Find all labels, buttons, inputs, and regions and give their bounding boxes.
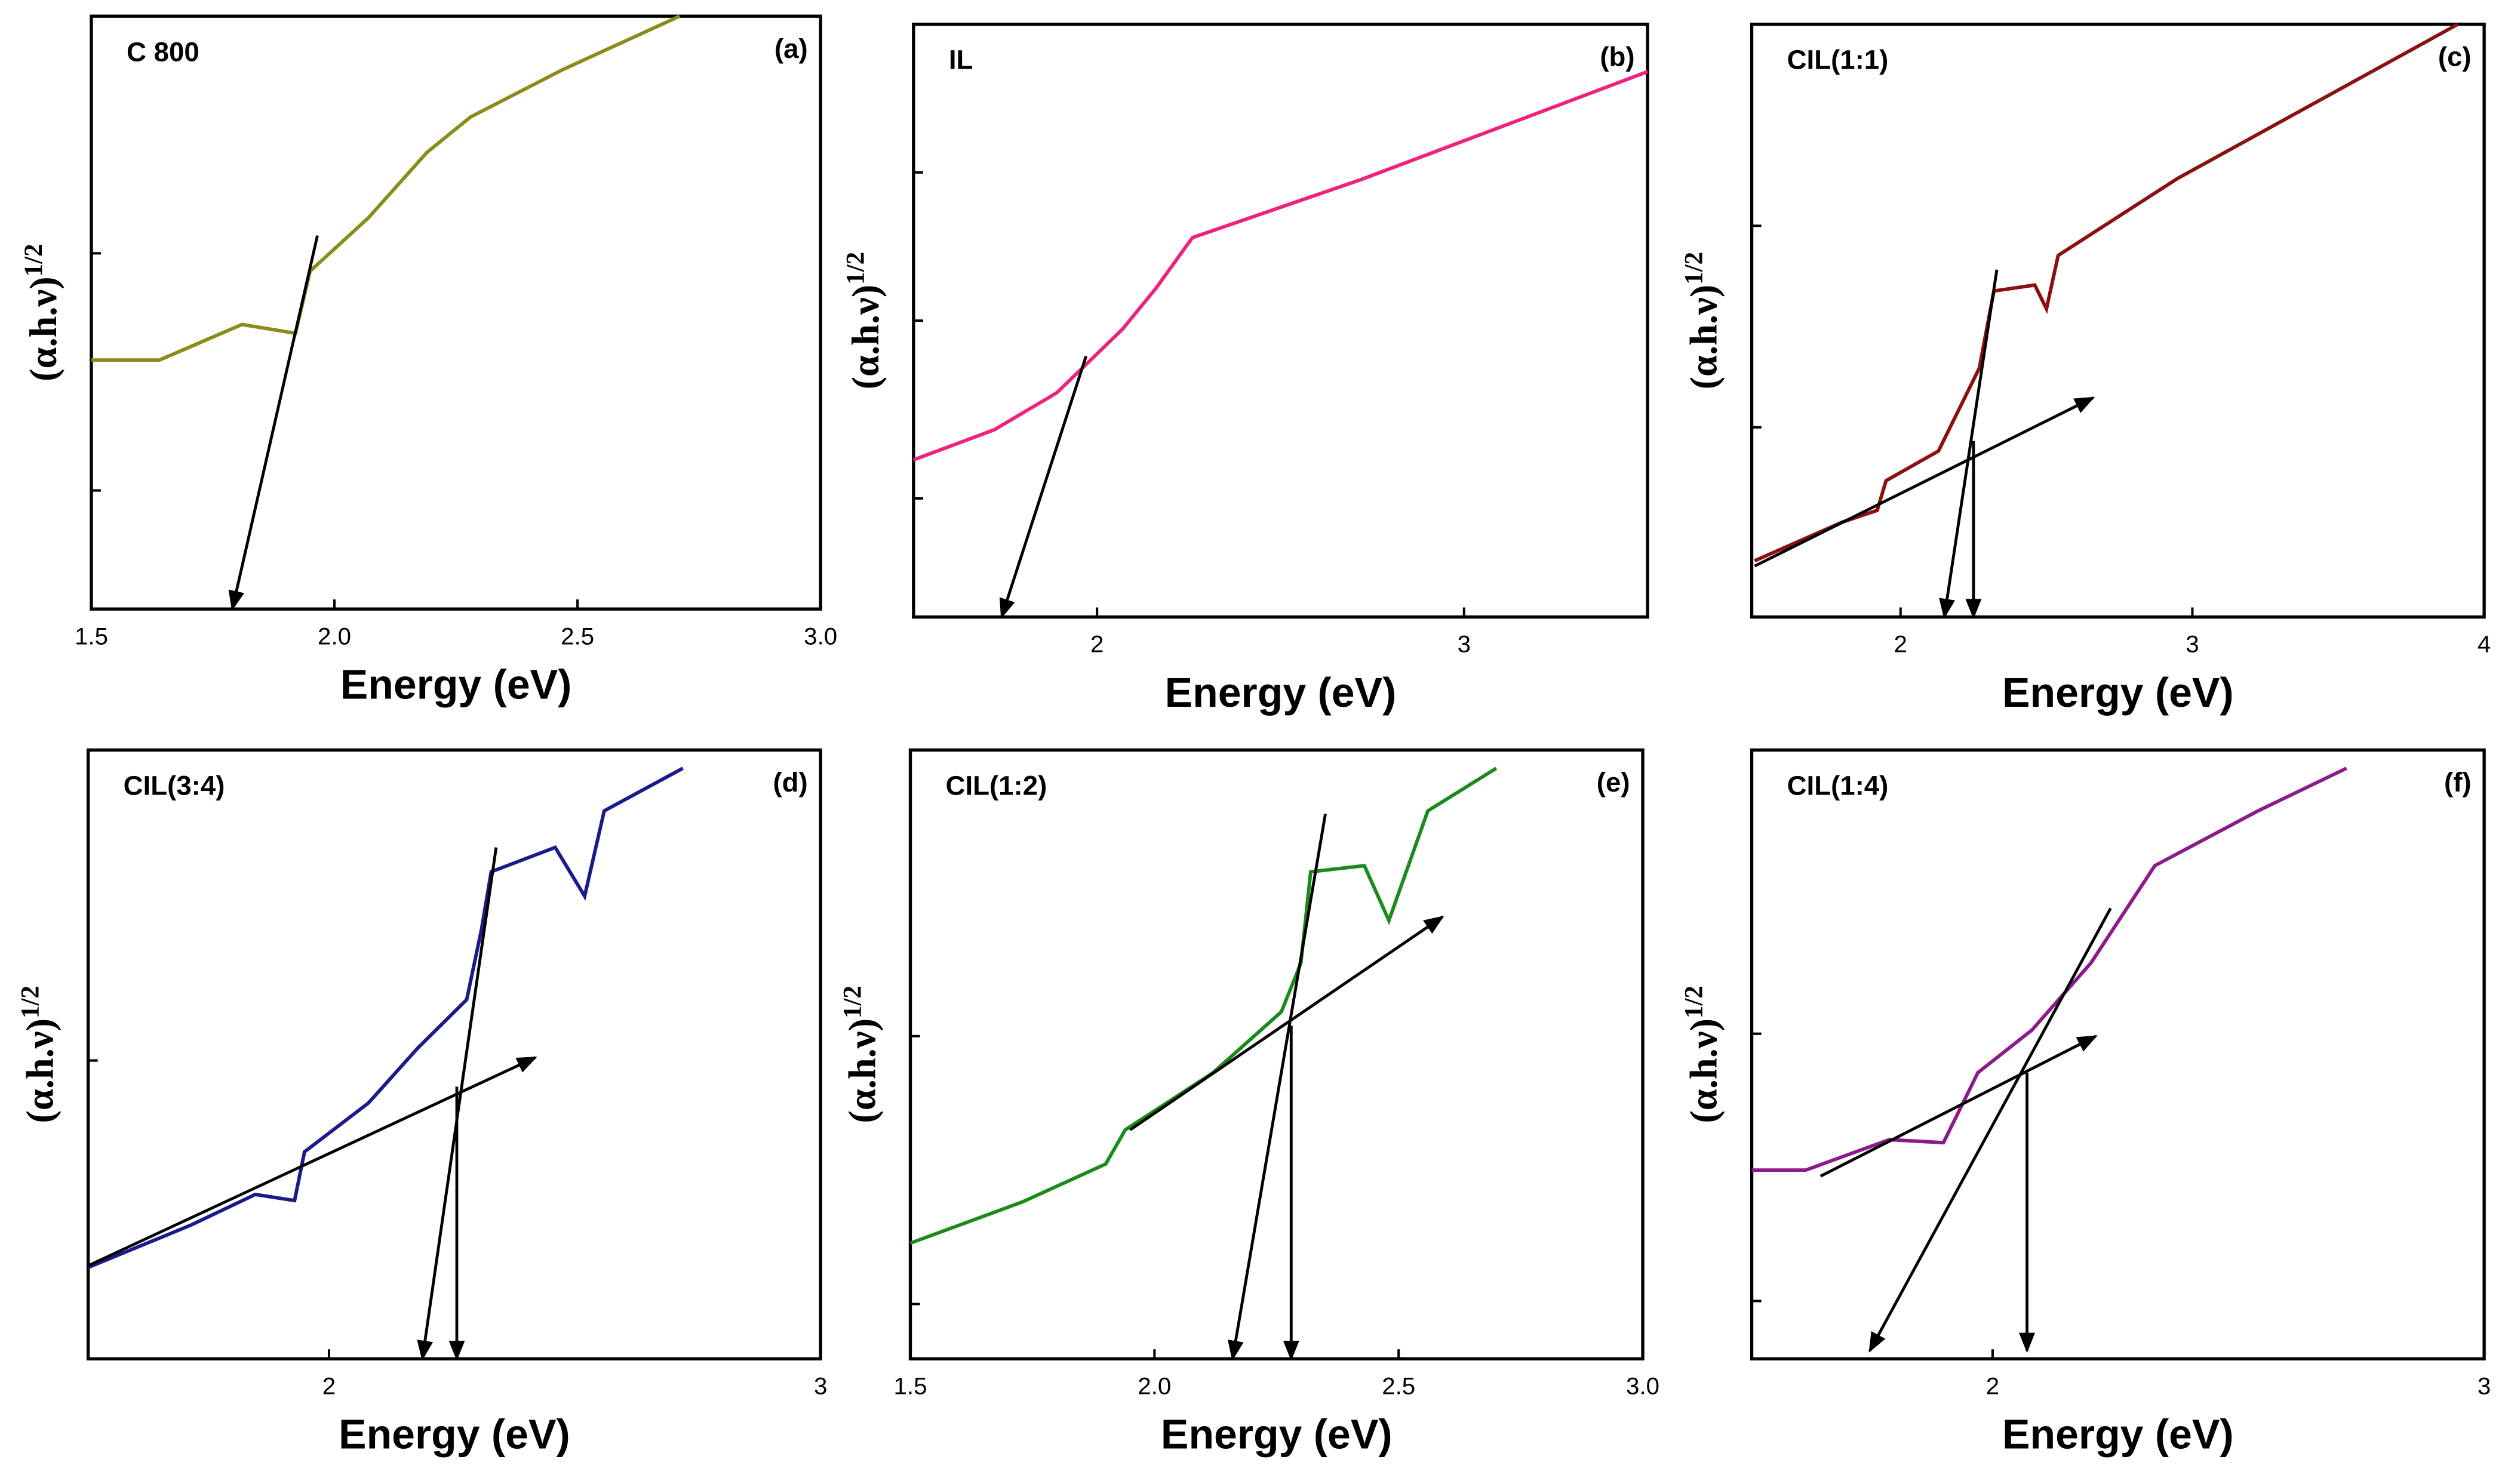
x-axis-label: Energy (eV) — [340, 661, 572, 708]
tangent-arrow — [228, 235, 319, 611]
x-tick-label: 1.5 — [894, 1372, 927, 1399]
y-axis-label: (α.h.ν)1/2 — [1680, 252, 1725, 390]
curve — [1754, 23, 2459, 563]
y-axis-label-sup: 1/2 — [16, 986, 44, 1018]
x-tick-label: 2.5 — [1382, 1372, 1415, 1399]
plot-frame — [1750, 748, 2486, 1361]
panel-label: (c) — [2438, 41, 2472, 72]
tangent-arrow — [417, 847, 498, 1361]
y-axis-label: (α.h.ν)1/2 — [20, 244, 64, 381]
y-axis-label-base: (α.h.ν) — [844, 285, 887, 390]
x-tick-label: 2 — [1986, 1372, 1999, 1399]
plot-frame — [86, 748, 822, 1361]
panel-label: (b) — [1600, 41, 1634, 72]
tangent-arrow — [1129, 915, 1444, 1131]
y-axis-label-sup: 1/2 — [842, 252, 870, 285]
x-tick-label: 2 — [1090, 631, 1104, 658]
panel-label: (f) — [2444, 767, 2472, 798]
curve — [912, 70, 1649, 462]
tangent-arrow — [1227, 814, 1327, 1361]
y-axis-label-base: (α.h.ν) — [1683, 1018, 1725, 1123]
x-tick-label: 3.0 — [804, 623, 837, 649]
tangent-arrow — [1868, 907, 2112, 1353]
x-tick-label: 2 — [1894, 631, 1907, 658]
sample-label: CIL(3:4) — [124, 771, 225, 801]
tangent-arrow — [1819, 1035, 2098, 1178]
sample-label: CIL(1:1) — [1787, 45, 1889, 75]
x-axis-label: Energy (eV) — [339, 1411, 570, 1458]
curve — [91, 14, 681, 362]
x-tick-label: 3 — [814, 1372, 827, 1399]
curve — [909, 766, 1498, 1245]
tangent-arrow — [999, 355, 1088, 619]
x-tick-label: 2 — [322, 1372, 336, 1399]
panel-label: (d) — [773, 767, 807, 798]
x-tick-label: 3 — [1458, 631, 1471, 658]
tangent-arrow — [1939, 269, 1999, 619]
sample-label: CIL(1:2) — [946, 771, 1047, 801]
y-axis-label-base: (α.h.ν) — [22, 276, 64, 381]
y-axis-label-base: (α.h.ν) — [19, 1018, 62, 1123]
y-axis-label-sup: 1/2 — [838, 986, 866, 1018]
x-axis-label: Energy (eV) — [1165, 669, 1397, 716]
y-axis-label-base: (α.h.ν) — [1683, 285, 1725, 390]
x-tick-label: 1.5 — [75, 623, 108, 649]
sample-label: CIL(1:4) — [1787, 771, 1889, 801]
panel-label: (a) — [774, 33, 808, 64]
y-axis-label: (α.h.ν)1/2 — [1680, 986, 1725, 1123]
curve — [1751, 766, 2347, 1172]
tangent-arrow — [1754, 396, 2095, 568]
y-axis-label-sup: 1/2 — [1680, 986, 1708, 1018]
x-tick-label: 2.0 — [318, 623, 351, 649]
y-axis-label-base: (α.h.ν) — [841, 1018, 883, 1123]
curve — [87, 766, 684, 1270]
x-tick-label: 3 — [2186, 631, 2199, 658]
x-tick-label: 2.0 — [1138, 1372, 1171, 1399]
y-axis-label-sup: 1/2 — [20, 244, 48, 276]
x-tick-label: 4 — [2478, 631, 2491, 658]
sample-label: C 800 — [127, 36, 199, 67]
tangent-arrow — [87, 1056, 537, 1267]
x-tick-label: 2.5 — [561, 623, 594, 649]
y-axis-label: (α.h.ν)1/2 — [842, 252, 887, 390]
y-axis-label: (α.h.ν)1/2 — [838, 986, 883, 1123]
panel-label: (e) — [1597, 767, 1630, 798]
y-axis-label: (α.h.ν)1/2 — [16, 986, 61, 1123]
y-axis-label-sup: 1/2 — [1680, 252, 1708, 285]
x-axis-label: Energy (eV) — [1161, 1411, 1393, 1458]
x-axis-label: Energy (eV) — [2002, 669, 2234, 716]
plot-frame — [908, 748, 1645, 1361]
plot-frame — [1750, 22, 2486, 619]
plot-frame — [90, 14, 822, 611]
x-axis-label: Energy (eV) — [2002, 1411, 2234, 1458]
x-tick-label: 3 — [2478, 1372, 2491, 1399]
sample-label: IL — [949, 45, 973, 75]
x-tick-label: 3.0 — [1626, 1372, 1659, 1399]
